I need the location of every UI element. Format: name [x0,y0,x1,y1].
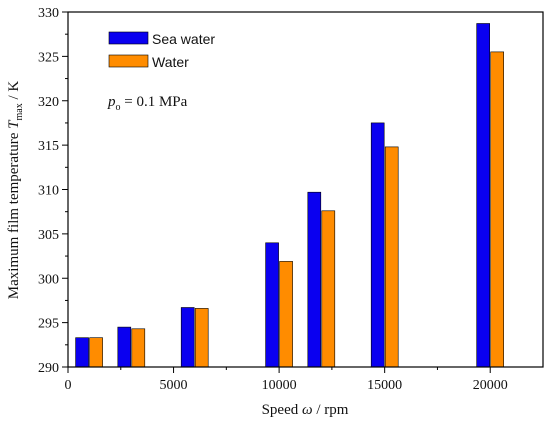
y-axis-unit: K [6,81,22,92]
x-axis-symbol: ω [302,402,313,418]
bar-sea-water-20000 [476,23,491,368]
x-axis-title: Speed ω / rpm [262,402,349,418]
y-tick-label-320: 320 [38,95,59,110]
y-axis-subscript: max [14,103,25,120]
bars-layer [75,23,505,368]
bar-sea-water-10000 [265,242,279,368]
bar-water-20000 [490,51,505,368]
x-axis-unit: rpm [324,402,348,418]
x-tick-label-20000: 20000 [473,378,508,393]
pressure-value: = 0.1 MPa [121,94,188,110]
y-tick-label-290: 290 [38,361,59,376]
x-tick-label-15000: 15000 [367,378,402,393]
bar-water-12000 [321,210,336,368]
bar-sea-water-6000 [180,307,195,368]
pressure-subscript: o [116,102,121,113]
bar-sea-water-1000 [75,337,89,368]
y-tick-label-295: 295 [38,317,59,332]
bar-water-6000 [194,308,209,368]
y-tick-label-310: 310 [38,184,59,199]
pressure-symbol: p [107,94,116,110]
bar-water-15000 [384,146,399,368]
ticks-layer: 290 295 300 305 310 315 320 325 330 0 5000 10000 150… [38,6,508,393]
y-tick-label-305: 305 [38,228,59,243]
bar-sea-water-3000 [117,326,132,368]
legend-label-sea-water: Sea water [152,31,215,47]
bar-sea-water-12000 [307,191,322,368]
legend-swatch-water [108,54,149,68]
y-axis-symbol: T [6,119,22,129]
y-tick-label-325: 325 [38,50,59,65]
bar-water-1000 [89,337,103,368]
y-tick-label-300: 300 [38,272,59,287]
pressure-annotation: po = 0.1 MPa [107,94,188,113]
legend: Sea water Water [108,31,215,70]
y-tick-label-315: 315 [38,139,59,154]
y-axis-label: Maximum film temperature [6,132,22,299]
x-tick-label-10000: 10000 [262,378,297,393]
bar-water-10000 [279,261,293,368]
bar-water-3000 [131,328,146,368]
y-axis-title: Maximum film temperature Tmax / K [6,81,25,300]
x-tick-label-5000: 5000 [160,378,188,393]
x-tick-label-0: 0 [65,378,72,393]
bar-sea-water-15000 [370,122,385,368]
y-tick-label-330: 330 [38,6,59,21]
x-axis-label: Speed [262,402,299,418]
legend-label-water: Water [152,54,189,70]
legend-swatch-sea-water [108,31,149,45]
